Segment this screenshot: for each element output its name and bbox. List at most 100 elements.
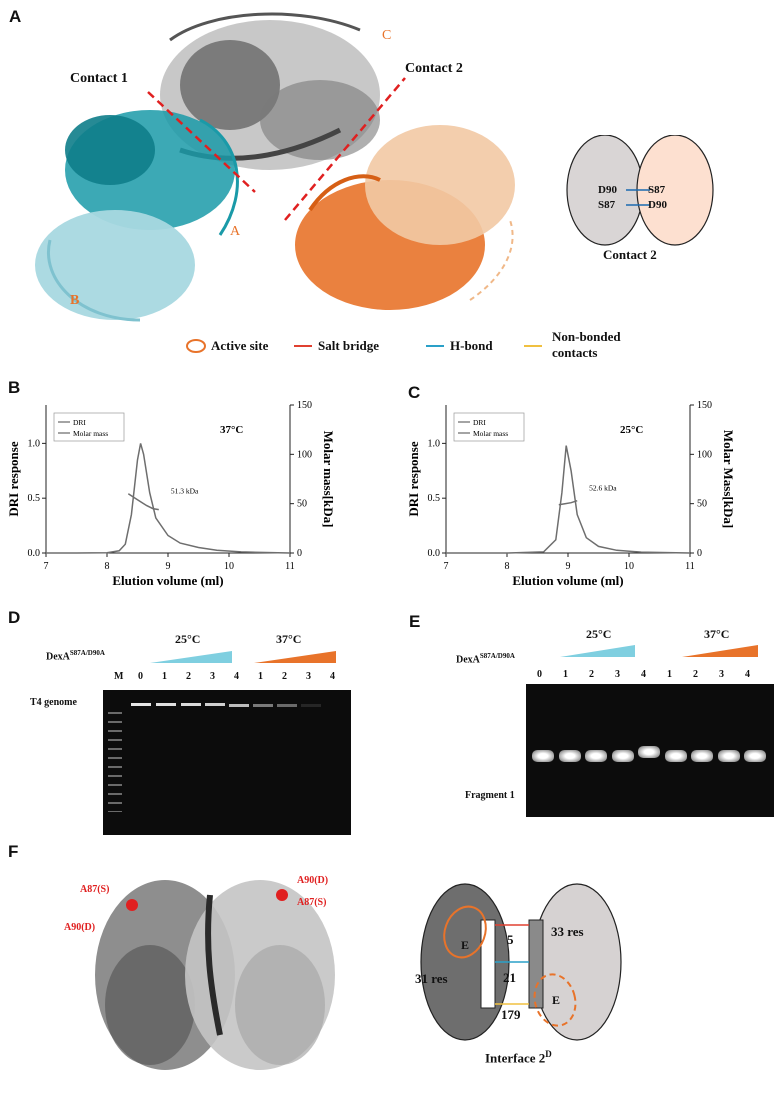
series-molar-mass-line — [127, 493, 159, 511]
legend-marks — [186, 339, 542, 353]
x-tick-label: 11 — [685, 561, 695, 572]
y-tick-label: 1.0 — [428, 438, 441, 449]
legend-h-bond: H-bond — [450, 338, 493, 353]
gel-d-lane-labels: M 0 1 2 3 4 1 2 3 4 — [105, 671, 350, 685]
x-tick-label: 7 — [444, 561, 449, 572]
label-a87s-right: A87(S) — [297, 897, 327, 908]
y-tick-label: 0.5 — [28, 493, 41, 504]
gel-e-band — [664, 750, 687, 762]
label-a90d-right: A90(D) — [297, 875, 329, 886]
x-tick-label: 10 — [224, 561, 234, 572]
gel-d-temp-low: 25°C — [175, 632, 201, 646]
y-tick-label: 0.0 — [28, 548, 41, 559]
y2-tick-label: 50 — [297, 499, 307, 510]
y2-axis-label: Molar Mass[kDa] — [721, 430, 736, 528]
legend-entry: Molar mass — [73, 429, 108, 438]
gel-d-marker-ladder — [108, 712, 122, 812]
mutation-site-right — [276, 889, 288, 901]
gel-e-band — [691, 750, 713, 762]
x-tick-label: 7 — [44, 561, 49, 572]
gel-e-band — [717, 750, 740, 762]
lane-label: 2 — [282, 671, 287, 682]
y2-tick-label: 150 — [297, 400, 312, 411]
legend-non-bonded-2: contacts — [552, 345, 598, 360]
x-axis-label: Elution volume (ml) — [512, 573, 623, 588]
interface-hbond-count: 21 — [503, 970, 516, 985]
chart-c: 7 8 9 10 11 0.0 0.5 1.0 0 50 100 150 Elution volume … — [406, 400, 736, 588]
chain-b-label: B — [70, 293, 80, 308]
legend-box — [53, 412, 125, 442]
gel-d-band — [131, 703, 151, 706]
gel-d-triangles — [150, 651, 336, 663]
series-dri-line — [446, 445, 691, 554]
contact-left-res2: S87 — [598, 199, 616, 211]
legend-entry: DRI — [473, 418, 486, 427]
molar-mass-annotation: 52.6 kDa — [589, 484, 617, 493]
chart-b: 7 8 9 10 11 0.0 0.5 1.0 0 50 100 150 Elution volume … — [6, 400, 336, 588]
x-tick-label: 9 — [166, 561, 171, 572]
y2-tick-label: 150 — [697, 400, 712, 411]
gel-d-band — [156, 703, 176, 706]
gel-e-band — [558, 750, 581, 762]
series-dri-line — [46, 443, 291, 554]
lane-label: 3 — [615, 669, 620, 680]
lane-label: 3 — [719, 669, 724, 680]
chart-temperature: 25°C — [620, 424, 643, 436]
y2-tick-label: 0 — [697, 548, 702, 559]
interface-right-res: 33 res — [551, 924, 584, 939]
legend-box — [453, 412, 525, 442]
panel-letter-b: B — [8, 378, 21, 397]
chain-c-label: C — [382, 28, 392, 43]
gel-d-band — [205, 703, 225, 706]
lane-label: 4 — [641, 669, 646, 680]
panel-letter-e: E — [409, 612, 421, 631]
gel-d-image — [103, 690, 351, 835]
chart-temperature: 37°C — [220, 424, 243, 436]
y2-tick-label: 0 — [297, 548, 302, 559]
gel-e-temp-low: 25°C — [586, 627, 612, 641]
lane-label: 0 — [537, 669, 542, 680]
interface-right-site: E — [552, 993, 561, 1007]
contact-right-res2: D90 — [648, 199, 667, 211]
mutation-site-left — [126, 899, 138, 911]
chain-d-ribbon — [295, 125, 515, 310]
legend-salt-bridge: Salt bridge — [318, 338, 380, 353]
gel-e-image — [526, 684, 774, 817]
panel-letter-c: C — [408, 383, 421, 402]
y2-axis-label: Molar mass[kDa] — [321, 431, 336, 528]
gel-d-temp-high: 37°C — [276, 632, 302, 646]
label-a90d-left: A90(D) — [64, 922, 96, 933]
interface-diagram — [420, 883, 622, 1041]
y-axis-label: DRI response — [6, 441, 21, 516]
y2-tick-label: 100 — [697, 449, 712, 460]
lane-label: 1 — [667, 669, 672, 680]
active-site-right — [533, 973, 577, 1027]
interface-left-site: E — [461, 938, 470, 952]
gel-e-lane-labels: 0 1 2 3 4 1 2 3 4 — [527, 669, 775, 683]
interface-right-domain — [532, 883, 622, 1041]
x-tick-label: 8 — [505, 561, 510, 572]
x-tick-label: 10 — [624, 561, 634, 572]
x-tick-label: 11 — [285, 561, 295, 572]
lane-label: 1 — [162, 671, 167, 682]
lane-label: 1 — [563, 669, 568, 680]
y2-tick-label: 50 — [697, 499, 707, 510]
interface-title: Interface 2D — [485, 1049, 552, 1066]
gel-e-band — [532, 750, 554, 762]
panel-letter-a: A — [9, 7, 22, 26]
active-site-icon — [186, 339, 206, 353]
legend-active-site: Active site — [211, 338, 269, 353]
gel-e-band — [585, 750, 607, 762]
gel-d-band-label: T4 genome — [30, 697, 77, 708]
interface-nonbond-count: 179 — [501, 1007, 521, 1022]
contact-right-res1: S87 — [648, 184, 666, 196]
lane-label: M — [114, 671, 124, 682]
lane-label: 2 — [186, 671, 191, 682]
x-tick-label: 9 — [566, 561, 571, 572]
gel-e-triangles — [560, 645, 758, 657]
chain-c-ribbon — [160, 12, 380, 170]
contact-2-diagram — [566, 135, 714, 246]
contact-2-line — [284, 77, 406, 221]
gel-e-band — [611, 750, 634, 762]
panel-a-structure — [35, 12, 515, 322]
